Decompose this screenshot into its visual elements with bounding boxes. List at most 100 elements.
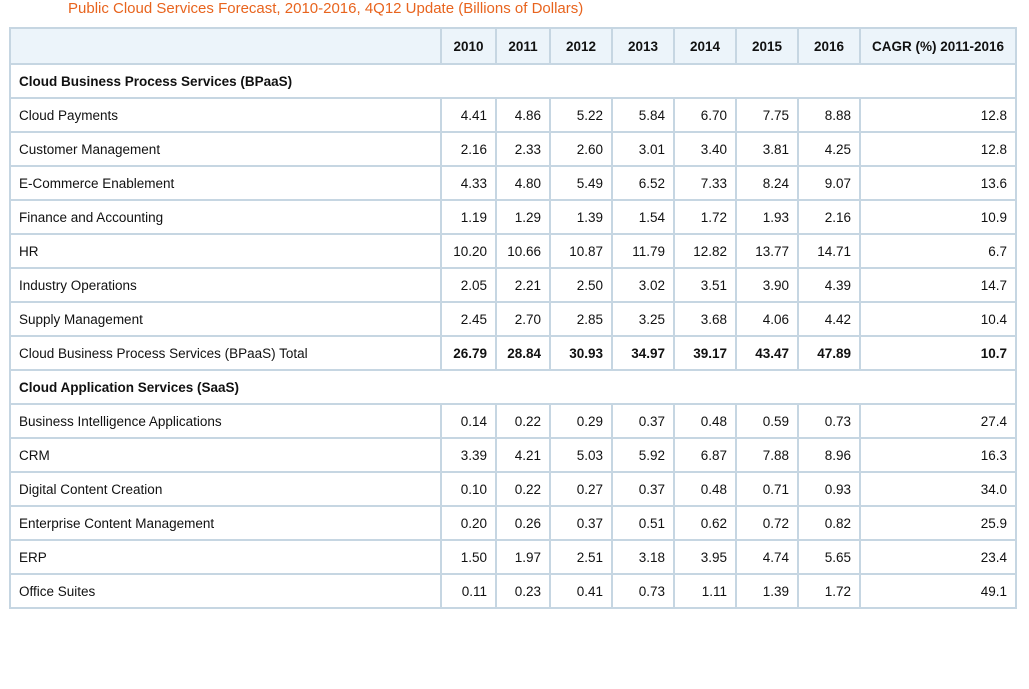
value-cell: 0.72 <box>735 505 799 541</box>
table-row: Enterprise Content Management 0.20 0.26 0.3… <box>9 505 1017 541</box>
value-cell: 0.71 <box>735 471 799 507</box>
value-cell: 5.03 <box>549 437 613 473</box>
value-cell: 3.51 <box>673 267 737 303</box>
value-cell: 2.16 <box>797 199 861 235</box>
column-header: 2012 <box>549 27 613 65</box>
column-header: 2016 <box>797 27 861 65</box>
cagr-cell: 10.7 <box>859 335 1017 371</box>
value-cell: 4.06 <box>735 301 799 337</box>
value-cell: 1.54 <box>611 199 675 235</box>
value-cell: 3.18 <box>611 539 675 575</box>
value-cell: 0.29 <box>549 403 613 439</box>
cagr-cell: 12.8 <box>859 131 1017 167</box>
column-header: 2013 <box>611 27 675 65</box>
value-cell: 2.60 <box>549 131 613 167</box>
value-cell: 2.45 <box>440 301 497 337</box>
value-cell: 4.80 <box>495 165 551 201</box>
column-header: 2011 <box>495 27 551 65</box>
row-label: ERP <box>9 539 442 575</box>
value-cell: 39.17 <box>673 335 737 371</box>
value-cell: 3.81 <box>735 131 799 167</box>
cagr-cell: 13.6 <box>859 165 1017 201</box>
value-cell: 1.39 <box>735 573 799 609</box>
value-cell: 30.93 <box>549 335 613 371</box>
value-cell: 8.24 <box>735 165 799 201</box>
row-label: CRM <box>9 437 442 473</box>
column-header: CAGR (%) 2011-2016 <box>859 27 1017 65</box>
value-cell: 2.16 <box>440 131 497 167</box>
value-cell: 0.37 <box>611 471 675 507</box>
value-cell: 0.23 <box>495 573 551 609</box>
value-cell: 34.97 <box>611 335 675 371</box>
value-cell: 0.14 <box>440 403 497 439</box>
row-label: HR <box>9 233 442 269</box>
value-cell: 43.47 <box>735 335 799 371</box>
value-cell: 11.79 <box>611 233 675 269</box>
section-header-row: Cloud Application Services (SaaS) <box>9 369 1017 405</box>
cagr-cell: 10.4 <box>859 301 1017 337</box>
table-title: Public Cloud Services Forecast, 2010-201… <box>68 0 584 17</box>
table-row: Digital Content Creation 0.10 0.22 0.27 0.37… <box>9 471 1017 507</box>
value-cell: 0.48 <box>673 403 737 439</box>
value-cell: 2.50 <box>549 267 613 303</box>
row-label: Supply Management <box>9 301 442 337</box>
value-cell: 14.71 <box>797 233 861 269</box>
value-cell: 2.85 <box>549 301 613 337</box>
cagr-cell: 49.1 <box>859 573 1017 609</box>
table-row: Industry Operations 2.05 2.21 2.50 3.02 3.51 3… <box>9 267 1017 303</box>
value-cell: 0.20 <box>440 505 497 541</box>
value-cell: 7.33 <box>673 165 737 201</box>
value-cell: 4.41 <box>440 97 497 133</box>
value-cell: 3.01 <box>611 131 675 167</box>
value-cell: 2.21 <box>495 267 551 303</box>
value-cell: 1.72 <box>673 199 737 235</box>
row-label: Office Suites <box>9 573 442 609</box>
cagr-cell: 6.7 <box>859 233 1017 269</box>
cagr-cell: 23.4 <box>859 539 1017 575</box>
value-cell: 1.11 <box>673 573 737 609</box>
cagr-cell: 14.7 <box>859 267 1017 303</box>
cagr-cell: 25.9 <box>859 505 1017 541</box>
column-header: 2010 <box>440 27 497 65</box>
row-label: Cloud Business Process Services (BPaaS) … <box>9 335 442 371</box>
value-cell: 5.65 <box>797 539 861 575</box>
value-cell: 6.52 <box>611 165 675 201</box>
value-cell: 2.51 <box>549 539 613 575</box>
header-row: 2010 2011 2012 2013 2014 2015 2016 CAGR (%) 201… <box>9 27 1017 65</box>
value-cell: 5.49 <box>549 165 613 201</box>
value-cell: 1.29 <box>495 199 551 235</box>
row-label: Enterprise Content Management <box>9 505 442 541</box>
value-cell: 3.39 <box>440 437 497 473</box>
table-row: HR 10.20 10.66 10.87 11.79 12.82 13.77 14.71 6.7 <box>9 233 1017 269</box>
value-cell: 0.37 <box>549 505 613 541</box>
value-cell: 0.37 <box>611 403 675 439</box>
row-label: E-Commerce Enablement <box>9 165 442 201</box>
row-label: Business Intelligence Applications <box>9 403 442 439</box>
row-label: Industry Operations <box>9 267 442 303</box>
cagr-cell: 27.4 <box>859 403 1017 439</box>
value-cell: 47.89 <box>797 335 861 371</box>
row-label: Customer Management <box>9 131 442 167</box>
value-cell: 1.72 <box>797 573 861 609</box>
value-cell: 1.93 <box>735 199 799 235</box>
row-label: Digital Content Creation <box>9 471 442 507</box>
value-cell: 8.88 <box>797 97 861 133</box>
row-label: Finance and Accounting <box>9 199 442 235</box>
value-cell: 5.84 <box>611 97 675 133</box>
value-cell: 1.97 <box>495 539 551 575</box>
value-cell: 1.39 <box>549 199 613 235</box>
value-cell: 8.96 <box>797 437 861 473</box>
table-row: E-Commerce Enablement 4.33 4.80 5.49 6.52 7.3… <box>9 165 1017 201</box>
table-row: Customer Management 2.16 2.33 2.60 3.01 3.40 3… <box>9 131 1017 167</box>
value-cell: 4.21 <box>495 437 551 473</box>
value-cell: 2.05 <box>440 267 497 303</box>
value-cell: 0.93 <box>797 471 861 507</box>
cagr-cell: 10.9 <box>859 199 1017 235</box>
value-cell: 4.86 <box>495 97 551 133</box>
table-row: Finance and Accounting 1.19 1.29 1.39 1.54 1.… <box>9 199 1017 235</box>
value-cell: 4.42 <box>797 301 861 337</box>
table-row: Business Intelligence Applications 0.14 0.… <box>9 403 1017 439</box>
value-cell: 0.22 <box>495 471 551 507</box>
value-cell: 4.74 <box>735 539 799 575</box>
value-cell: 0.51 <box>611 505 675 541</box>
